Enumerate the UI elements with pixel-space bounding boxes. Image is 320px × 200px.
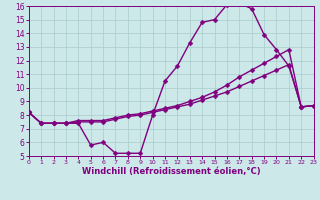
X-axis label: Windchill (Refroidissement éolien,°C): Windchill (Refroidissement éolien,°C) bbox=[82, 167, 260, 176]
